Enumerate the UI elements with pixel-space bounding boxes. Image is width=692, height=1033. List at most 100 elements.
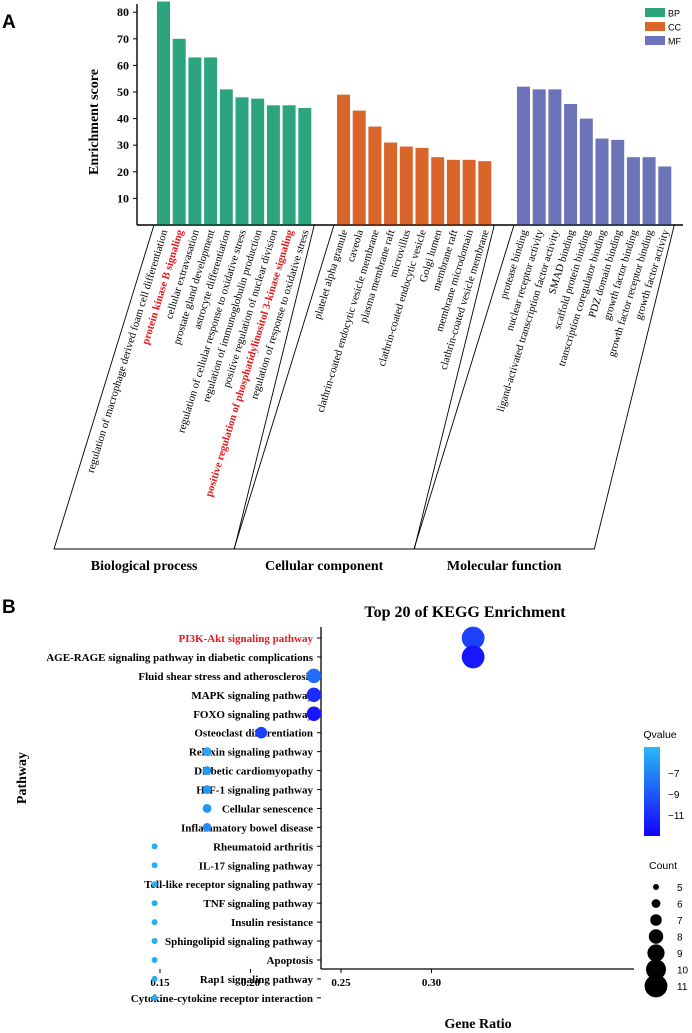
- bubble-point: [203, 766, 212, 775]
- pathway-label: AGE-RAGE signaling pathway in diabetic c…: [46, 652, 314, 664]
- chart-title: Top 20 of KEGG Enrichment: [364, 604, 566, 621]
- bubble-point: [152, 957, 158, 963]
- legend-label-bp: BP: [668, 9, 680, 19]
- bar-bp-1: [157, 2, 170, 225]
- legend-swatch-cc: [645, 22, 665, 31]
- bar-cc-8: [447, 160, 460, 225]
- y-tick-label: 10: [117, 191, 129, 205]
- count-legend-dot: [652, 899, 661, 908]
- pathway-label: Cellular senescence: [222, 803, 313, 815]
- bubble-point: [152, 862, 158, 868]
- panel-label-b: B: [2, 597, 16, 618]
- count-legend-label: 7: [677, 916, 683, 927]
- bar-bp-2: [173, 39, 186, 225]
- colorbar-tick-label: −11: [668, 811, 685, 822]
- bar-mf-6: [596, 139, 609, 225]
- pathway-label: PI3K-Akt signaling pathway: [179, 633, 314, 645]
- bar-mf-2: [533, 89, 546, 225]
- bubble-point: [152, 919, 158, 925]
- bar-bp-5: [220, 89, 233, 225]
- bubble-point: [203, 804, 212, 813]
- bar-bp-7: [251, 99, 264, 225]
- pathway-label: Apoptosis: [267, 955, 314, 967]
- bar-mf-1: [517, 87, 530, 225]
- bar-mf-5: [580, 119, 593, 225]
- pathway-label: Insulin resistance: [231, 917, 313, 929]
- y-tick-label: 20: [117, 165, 129, 179]
- bar-mf-7: [611, 140, 624, 225]
- bubble-point: [203, 747, 212, 756]
- count-legend-label: 8: [677, 933, 683, 944]
- bar-cc-1: [337, 95, 350, 225]
- bar-bp-10: [298, 108, 311, 225]
- legend-swatch-mf: [645, 36, 665, 45]
- bar-bp-9: [283, 105, 296, 225]
- bubble-point: [152, 995, 158, 1001]
- pathway-label: HIF-1 signaling pathway: [196, 785, 313, 797]
- bar-cc-9: [463, 160, 476, 225]
- bar-cc-2: [353, 111, 366, 225]
- bubble-point: [152, 843, 158, 849]
- panel-label-a: A: [2, 12, 16, 33]
- bubble-point: [307, 669, 321, 683]
- qvalue-colorbar: [644, 747, 660, 836]
- group-label-cc: Cellular component: [265, 559, 384, 574]
- count-legend-dot: [647, 944, 664, 961]
- bubble-point: [152, 976, 158, 982]
- group-label-bp: Biological process: [91, 559, 198, 574]
- qvalue-legend-title: Qvalue: [643, 729, 676, 741]
- bar-bp-6: [236, 97, 249, 225]
- pathway-label: MAPK signaling pathway: [191, 690, 313, 702]
- bubble-point: [256, 727, 268, 739]
- x-axis-title: Gene Ratio: [444, 1017, 511, 1032]
- count-legend-label: 11: [677, 982, 688, 993]
- x-tick-label: 0.25: [331, 977, 351, 989]
- bar-mf-9: [643, 157, 656, 225]
- bar-mf-10: [658, 166, 671, 225]
- group-label-mf: Molecular function: [447, 559, 562, 574]
- pathway-label: Sphingolipid signaling pathway: [165, 936, 313, 948]
- pathway-label: Rheumatoid arthritis: [213, 841, 314, 853]
- x-tick-label: 0.30: [422, 977, 442, 989]
- category-label-cc: platelet alpha granule: [312, 228, 351, 321]
- x-tick-label: 0.20: [241, 977, 261, 989]
- bar-cc-10: [478, 161, 491, 225]
- pathway-label: FOXO signaling pathway: [193, 709, 313, 721]
- bar-mf-8: [627, 157, 640, 225]
- bubble-point: [203, 785, 212, 794]
- count-legend-label: 9: [677, 949, 683, 960]
- pathway-label: Cytokine-cytokine receptor interaction: [131, 993, 313, 1005]
- y-tick-label: 40: [117, 112, 129, 126]
- bar-cc-4: [384, 143, 397, 225]
- bubble-point: [152, 900, 158, 906]
- y-tick-label: 60: [117, 58, 129, 72]
- count-legend-dot: [645, 975, 668, 998]
- pathway-label: Inflammatory bowel disease: [181, 822, 313, 834]
- bar-bp-8: [267, 105, 280, 225]
- bar-cc-6: [416, 148, 429, 225]
- y-tick-label: 80: [117, 5, 129, 19]
- bar-mf-4: [564, 104, 577, 225]
- bubble-point: [462, 646, 485, 669]
- legend-swatch-bp: [645, 8, 665, 17]
- colorbar-tick-label: −9: [668, 790, 680, 801]
- bar-cc-7: [431, 157, 444, 225]
- pathway-label: Osteoclast differentiation: [194, 728, 313, 740]
- colorbar-tick-label: −7: [668, 769, 680, 780]
- y-tick-label: 50: [117, 85, 129, 99]
- pathway-label: Diabetic cardiomyopathy: [194, 766, 313, 778]
- y-tick-label: 30: [117, 138, 129, 152]
- count-legend-label: 5: [677, 883, 683, 894]
- y-axis-title: Pathway: [15, 752, 30, 804]
- bar-bp-4: [204, 57, 217, 225]
- legend-label-mf: MF: [668, 37, 681, 47]
- y-axis-title: Enrichment score: [87, 69, 102, 175]
- pathway-label: Toll-like receptor signaling pathway: [144, 879, 313, 891]
- count-legend-label: 10: [677, 966, 689, 977]
- bar-bp-3: [188, 57, 201, 225]
- category-label-bp: regulation of macrophage derived foam ce…: [85, 228, 171, 474]
- go-enrichment-bar-chart: 10 20 30 40 50 60 70 80 Enrichment score regulati…: [54, 2, 683, 574]
- bar-cc-3: [368, 127, 381, 225]
- pathway-label: IL-17 signaling pathway: [199, 860, 314, 872]
- bubble-point: [307, 688, 321, 702]
